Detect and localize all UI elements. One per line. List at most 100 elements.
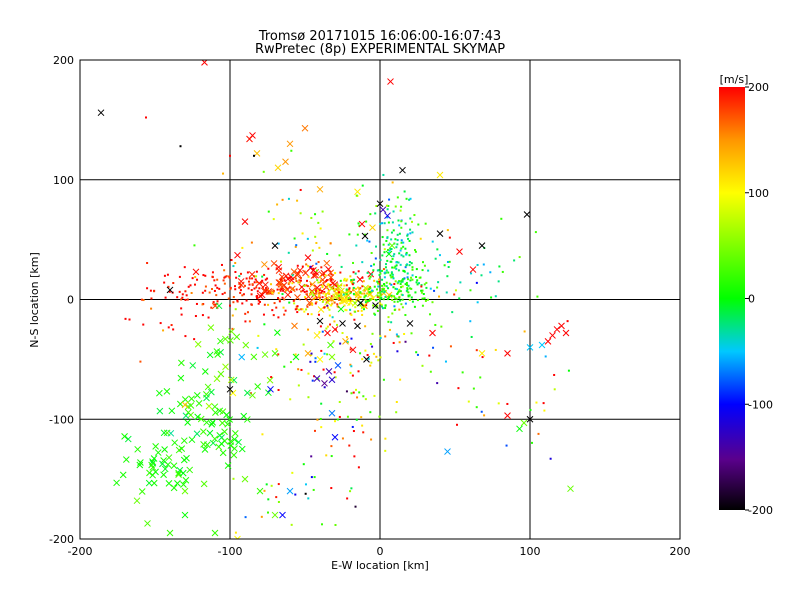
data-point-dot — [239, 285, 242, 288]
data-point-dot — [360, 306, 363, 309]
data-point-dot — [316, 279, 319, 282]
data-point-dot — [255, 286, 258, 289]
data-point-dot — [381, 307, 384, 310]
data-point-x — [230, 451, 238, 459]
data-point-dot — [379, 336, 382, 339]
data-point-x — [256, 487, 264, 495]
data-point-dot — [414, 250, 417, 253]
data-point-dot — [326, 325, 329, 328]
data-point-x — [254, 383, 262, 390]
data-point-dot — [385, 269, 388, 272]
data-point-dot — [311, 379, 314, 382]
data-point-dot — [387, 295, 390, 298]
data-point-dot — [228, 304, 231, 307]
data-point-dot — [406, 288, 409, 291]
data-point-dot — [365, 304, 368, 307]
data-point-x — [215, 302, 223, 310]
data-point-dot — [391, 221, 394, 224]
data-point-x — [357, 299, 364, 307]
data-point-dot — [364, 349, 367, 352]
data-point-dot — [213, 289, 216, 292]
data-point-dot — [416, 283, 419, 286]
data-point-dot — [348, 444, 351, 447]
data-point-dot — [319, 325, 322, 328]
data-point-dot — [186, 298, 189, 301]
data-point-dot — [367, 293, 370, 296]
data-point-dot — [498, 265, 501, 268]
data-point-dot — [225, 275, 228, 278]
data-point-dot — [352, 286, 355, 289]
data-point-dot — [180, 298, 183, 301]
data-point-dot — [256, 294, 259, 297]
data-point-dot — [229, 154, 231, 157]
data-point-dot — [387, 296, 390, 299]
data-point-dot — [414, 291, 417, 294]
data-point-dot — [399, 209, 402, 212]
data-point-x — [194, 340, 202, 348]
data-point-x — [324, 329, 331, 337]
data-point-x — [362, 284, 369, 292]
data-point-dot — [415, 268, 418, 271]
data-point-dot — [343, 304, 346, 307]
data-point-dot — [293, 237, 296, 240]
data-point-dot — [265, 287, 268, 290]
data-point-dot — [215, 294, 218, 297]
data-point-dot — [375, 245, 378, 248]
data-point-dot — [359, 352, 362, 355]
data-point-dot — [330, 487, 333, 490]
data-point-dot — [398, 341, 401, 344]
data-point-dot — [306, 237, 309, 240]
data-point-x — [212, 409, 219, 417]
data-point-dot — [366, 239, 369, 242]
data-point-dot — [357, 466, 360, 469]
data-point-dot — [302, 463, 305, 466]
data-point-dot — [241, 302, 244, 305]
data-point-dot — [401, 306, 404, 309]
data-point-dot — [379, 258, 382, 261]
data-point-dot — [376, 269, 379, 272]
data-point-x — [271, 350, 279, 357]
data-point-dot — [397, 335, 400, 338]
data-point-dot — [201, 303, 204, 306]
data-point-dot — [244, 312, 247, 315]
data-point-x — [294, 270, 302, 277]
data-point-dot — [381, 254, 384, 257]
data-point-dot — [159, 322, 162, 325]
data-point-dot — [345, 390, 348, 393]
data-point-dot — [241, 246, 244, 249]
data-point-dot — [305, 263, 308, 266]
data-point-dot — [272, 314, 275, 317]
data-point-dot — [291, 274, 294, 277]
data-point-dot — [333, 288, 336, 291]
data-point-dot — [421, 304, 424, 307]
data-point-dot — [298, 308, 301, 311]
data-point-dot — [140, 298, 143, 301]
data-point-x — [376, 200, 384, 208]
data-point-x — [193, 430, 201, 438]
data-point-dot — [247, 287, 250, 290]
data-point-dot — [250, 241, 253, 244]
data-point-dot — [359, 304, 362, 307]
data-point-dot — [146, 287, 149, 290]
data-point-dot — [349, 371, 352, 374]
data-point-dot — [405, 284, 408, 287]
x-tick-label: -100 — [218, 545, 243, 558]
data-point-dot — [410, 332, 413, 335]
data-point-dot — [366, 354, 369, 357]
data-point-dot — [357, 370, 360, 373]
data-point-dot — [278, 300, 281, 303]
data-point-dot — [326, 353, 329, 356]
data-point-dot — [329, 323, 332, 326]
data-point-dot — [461, 371, 464, 374]
data-point-dot — [397, 290, 400, 293]
data-point-dot — [358, 287, 361, 290]
data-point-dot — [267, 303, 270, 306]
data-point-dot — [319, 298, 322, 301]
data-point-dot — [168, 290, 171, 293]
data-point-dot — [350, 337, 353, 340]
data-point-dot — [253, 287, 256, 290]
data-point-dot — [298, 279, 301, 282]
data-point-dot — [264, 278, 267, 281]
data-point-x — [286, 487, 294, 495]
data-point-dot — [345, 300, 348, 303]
